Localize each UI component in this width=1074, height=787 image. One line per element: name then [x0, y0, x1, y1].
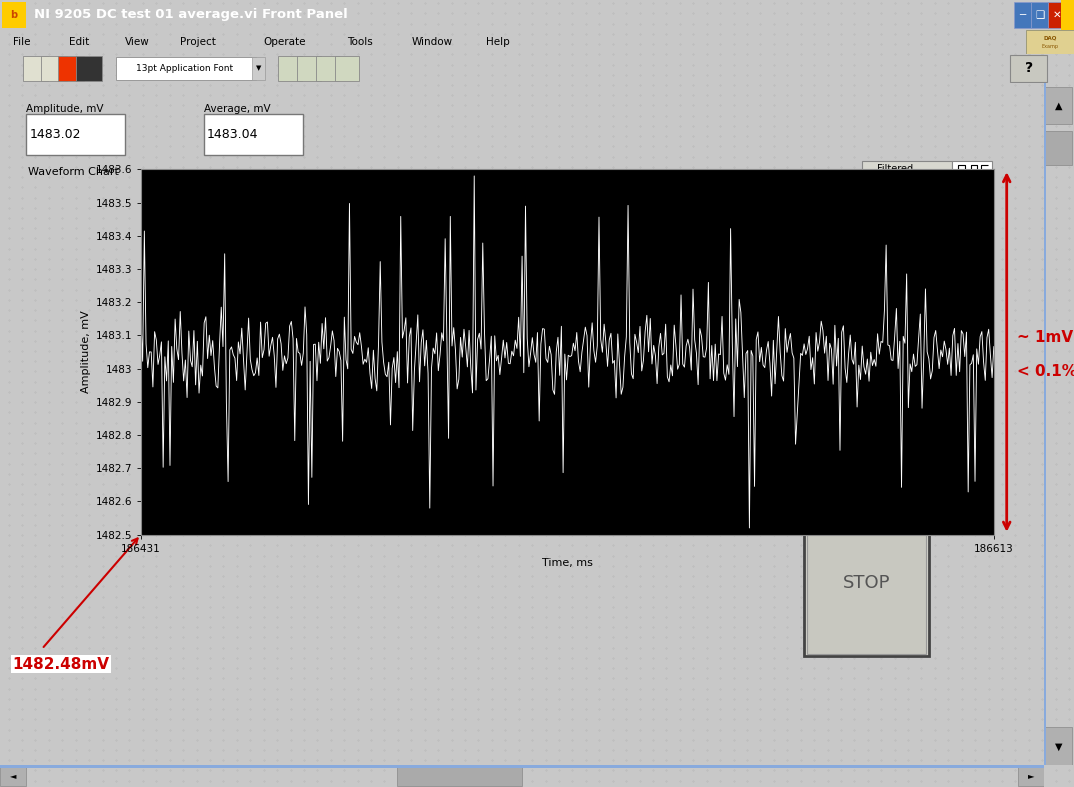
Bar: [1026, 30, 1074, 54]
Bar: [58, 56, 84, 81]
Bar: [76, 56, 102, 81]
Bar: [0, 765, 1044, 767]
X-axis label: Time, ms: Time, ms: [542, 558, 593, 567]
Text: View: View: [125, 37, 149, 46]
Text: File: File: [13, 37, 30, 46]
Text: Waveform Chart: Waveform Chart: [28, 167, 119, 176]
Y-axis label: Amplitude, mV: Amplitude, mV: [82, 311, 91, 394]
Bar: [1018, 766, 1044, 786]
Text: 13pt Application Font: 13pt Application Font: [136, 64, 233, 73]
Text: Project: Project: [180, 37, 216, 46]
Text: 1482.48mV: 1482.48mV: [13, 656, 110, 671]
Text: ─: ─: [1019, 10, 1026, 20]
Bar: [1048, 2, 1065, 28]
Bar: [278, 56, 302, 81]
Text: Edit: Edit: [69, 37, 89, 46]
Bar: [316, 56, 339, 81]
Bar: [335, 56, 359, 81]
Text: < 0.1%: < 0.1%: [1017, 364, 1074, 379]
Bar: [1014, 2, 1031, 28]
Text: ?: ?: [1025, 61, 1033, 76]
Bar: [2, 2, 26, 28]
Bar: [1045, 727, 1073, 765]
Text: ▼: ▼: [1056, 741, 1062, 752]
Text: ▲: ▲: [1056, 101, 1062, 111]
Text: Tools: Tools: [347, 37, 373, 46]
Bar: [1061, 0, 1074, 30]
Text: ▼: ▼: [256, 65, 262, 72]
Bar: [116, 57, 256, 80]
Bar: [1045, 131, 1073, 165]
Text: Window: Window: [412, 37, 453, 46]
Bar: [952, 161, 991, 178]
Bar: [396, 766, 522, 786]
Text: ~ 1mV: ~ 1mV: [1017, 331, 1074, 345]
Bar: [803, 509, 929, 656]
Text: Amplitude, mV: Amplitude, mV: [26, 104, 103, 114]
Text: Average, mV: Average, mV: [204, 104, 271, 114]
Text: STOP: STOP: [843, 574, 890, 592]
Text: ✕: ✕: [1053, 10, 1061, 20]
Bar: [252, 57, 265, 80]
Bar: [807, 512, 926, 654]
Text: Operate: Operate: [263, 37, 306, 46]
Text: ◄: ◄: [10, 771, 16, 781]
Bar: [26, 114, 126, 155]
Text: ►: ►: [1028, 771, 1034, 781]
Text: To stop DC test VI
use this button only: To stop DC test VI use this button only: [803, 493, 901, 516]
Bar: [204, 114, 303, 155]
Text: ❑: ❑: [1035, 10, 1044, 20]
Text: 1483.02: 1483.02: [29, 128, 81, 141]
Bar: [1044, 83, 1046, 765]
Bar: [23, 56, 48, 81]
Bar: [1045, 87, 1073, 124]
Text: Examp: Examp: [1042, 44, 1059, 49]
Bar: [0, 766, 26, 786]
Text: 1483.04: 1483.04: [206, 128, 258, 141]
Text: Filtered: Filtered: [876, 164, 913, 174]
Bar: [297, 56, 321, 81]
Text: Help: Help: [485, 37, 510, 46]
Bar: [1031, 2, 1048, 28]
Bar: [1010, 55, 1047, 82]
Text: b: b: [11, 10, 17, 20]
Bar: [41, 56, 67, 81]
Text: DAQ: DAQ: [1044, 35, 1057, 41]
Text: NI 9205 DC test 01 average.vi Front Panel: NI 9205 DC test 01 average.vi Front Pane…: [34, 9, 348, 21]
Bar: [862, 161, 952, 178]
